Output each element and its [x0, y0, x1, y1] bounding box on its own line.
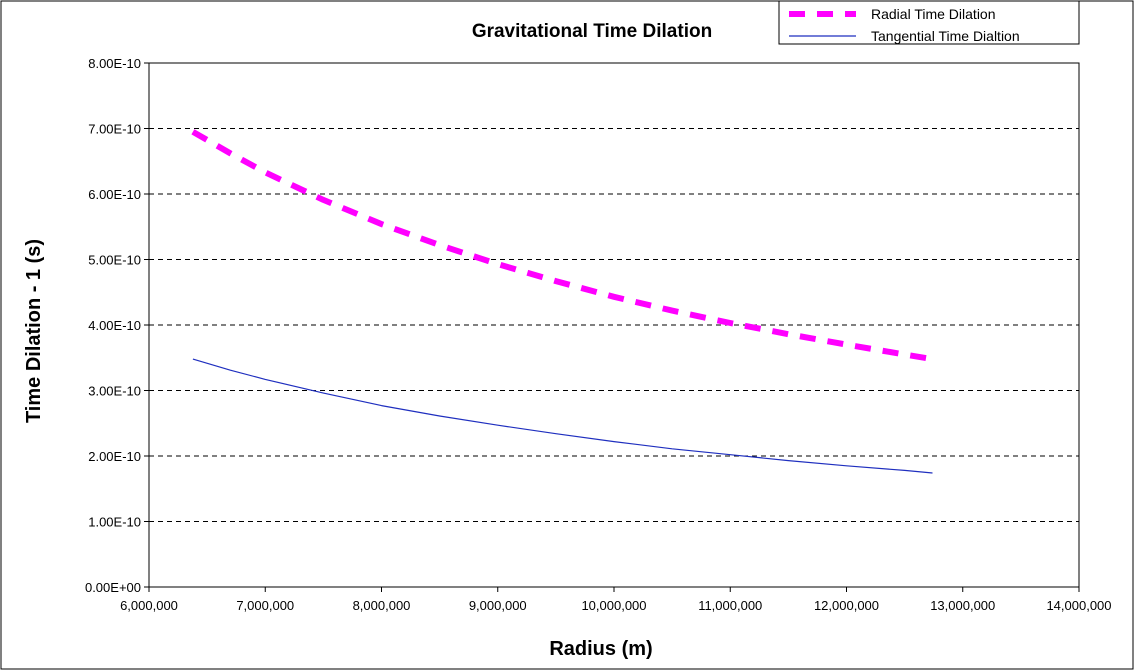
chart-title: Gravitational Time Dilation	[472, 21, 712, 42]
x-tick-label-7: 13,000,000	[930, 598, 995, 613]
y-tick-label-8: 8.00E-10	[88, 56, 141, 71]
x-axis-ticks: 6,000,000 7,000,000 8,000,000 9,000,000 10,0…	[120, 587, 1112, 613]
x-axis-title: Radius (m)	[549, 638, 652, 660]
x-tick-label-0: 6,000,000	[120, 598, 178, 613]
y-tick-label-2: 2.00E-10	[88, 449, 141, 464]
legend: Radial Time Dilation Tangential Time Dia…	[778, 0, 1080, 45]
x-tick-label-1: 7,000,000	[236, 598, 294, 613]
y-tick-label-7: 7.00E-10	[88, 122, 141, 137]
x-tick-label-5: 11,000,000	[698, 598, 762, 613]
y-tick-label-6: 6.00E-10	[88, 187, 141, 202]
series-line-tangential	[192, 358, 933, 474]
legend-label-radial: Radial Time Dilation	[871, 6, 996, 22]
legend-box	[778, 0, 1080, 45]
x-tick-label-6: 12,000,000	[814, 598, 879, 613]
x-tick-label-8: 14,000,000	[1046, 598, 1111, 613]
y-tick-label-3: 3.00E-10	[88, 384, 141, 399]
series-layer	[191, 129, 933, 474]
y-tick-label-1: 1.00E-10	[88, 515, 141, 530]
y-tick-label-5: 5.00E-10	[88, 253, 141, 268]
x-tick-label-2: 8,000,000	[353, 598, 411, 613]
y-tick-label-0: 0.00E+00	[85, 580, 141, 595]
y-axis-title: Time Dilation - 1 (s)	[23, 239, 45, 423]
x-tick-label-3: 9,000,000	[469, 598, 527, 613]
x-tick-label-4: 10,000,000	[581, 598, 646, 613]
legend-label-tangential: Tangential Time Dialtion	[871, 28, 1020, 44]
series-line-radial	[191, 129, 933, 363]
y-axis-ticks: 0.00E+00 1.00E-10 2.00E-10 3.00E-10 4.00E-10…	[85, 56, 149, 595]
y-tick-label-4: 4.00E-10	[88, 318, 141, 333]
